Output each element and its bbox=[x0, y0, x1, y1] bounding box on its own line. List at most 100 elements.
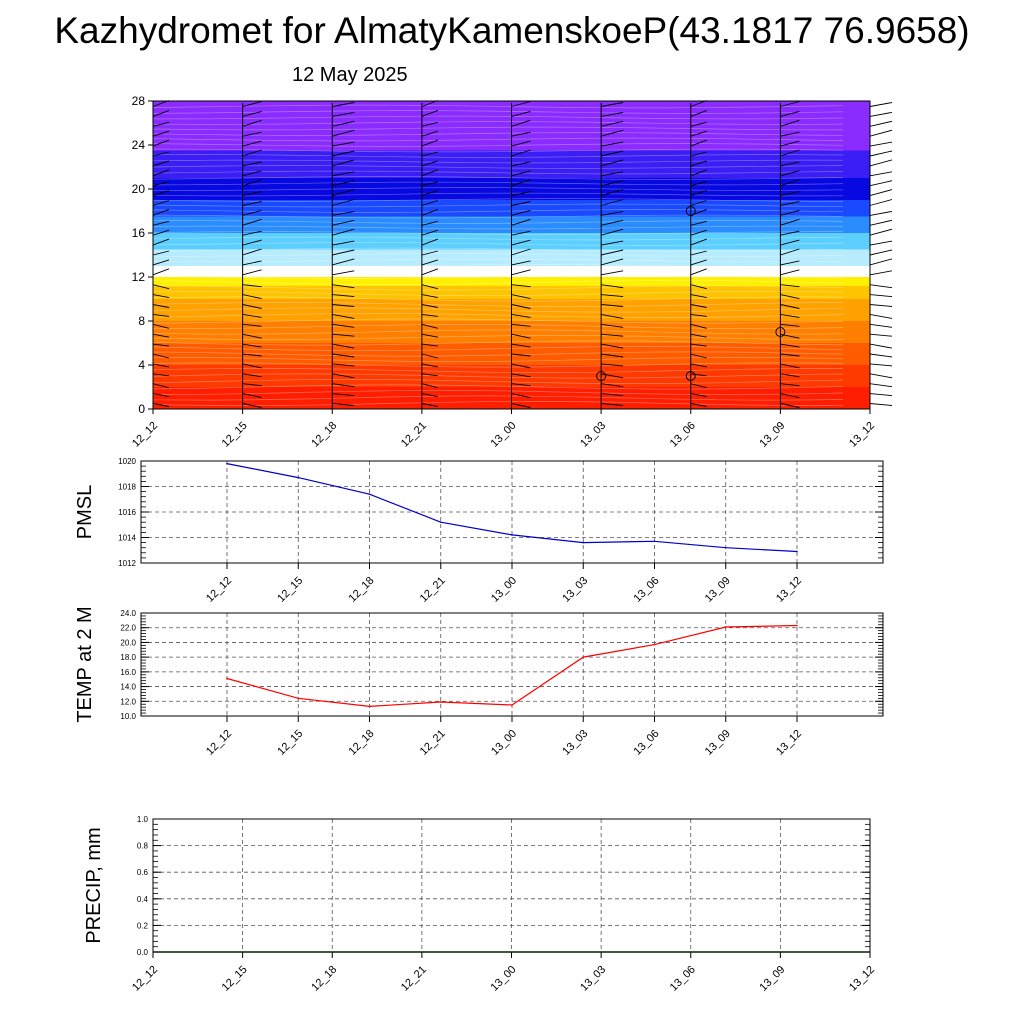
wind-barb bbox=[152, 403, 170, 407]
wind-barb bbox=[780, 239, 800, 246]
wind-barb bbox=[421, 403, 438, 407]
wind-barb bbox=[869, 219, 893, 226]
y-axis-title: PRECIP, mm bbox=[83, 827, 105, 943]
x-tick-label: 13_03 bbox=[560, 728, 590, 758]
wind-barb bbox=[332, 313, 355, 319]
wind-barb bbox=[601, 240, 624, 246]
wind-barb bbox=[780, 131, 800, 137]
wind-barb bbox=[421, 208, 439, 216]
wind-barb bbox=[690, 363, 707, 368]
y-tick-label: 20.0 bbox=[120, 638, 136, 647]
wind-barb bbox=[152, 121, 170, 127]
data-point bbox=[297, 697, 300, 700]
wind-barb bbox=[869, 210, 893, 216]
wind-barb bbox=[780, 284, 800, 288]
wind-barb bbox=[421, 259, 439, 266]
y-tick-label: 0.4 bbox=[137, 895, 149, 904]
wind-barb bbox=[152, 383, 170, 389]
x-tick-label: 12_21 bbox=[418, 575, 448, 605]
wind-barb bbox=[332, 129, 355, 137]
x-tick-label: 13_12 bbox=[774, 728, 804, 758]
wind-barb bbox=[242, 230, 262, 236]
data-point bbox=[724, 626, 727, 628]
wind-barb bbox=[152, 333, 170, 338]
wind-barb bbox=[690, 121, 707, 127]
wind-barb bbox=[601, 403, 624, 406]
x-tick-label: 13_06 bbox=[632, 575, 662, 605]
wind-barb bbox=[421, 250, 438, 256]
wind-barb bbox=[242, 101, 262, 107]
wind-barb bbox=[601, 393, 624, 397]
wind-barb bbox=[242, 313, 262, 318]
x-tick-label: 13_09 bbox=[703, 728, 733, 758]
y-tick-label: 0.6 bbox=[137, 868, 149, 877]
wind-barb bbox=[511, 248, 531, 256]
wind-barb bbox=[690, 304, 707, 308]
calm-marker bbox=[596, 371, 607, 381]
precip-panel: 0.0 0.2 0.4 0.6 0.8 1.0 12_12 12_15 12_18 12_21 13… bbox=[83, 815, 877, 994]
wind-barb bbox=[421, 284, 438, 290]
wind-barb bbox=[780, 403, 800, 408]
wind-barb bbox=[511, 383, 531, 387]
x-tick-label: 12_15 bbox=[220, 964, 250, 994]
wind-barb bbox=[690, 169, 707, 177]
y-tick-label: 16.0 bbox=[120, 668, 136, 677]
wind-barb bbox=[601, 343, 624, 349]
wind-barb bbox=[601, 189, 624, 197]
wind-barb bbox=[690, 268, 707, 276]
wind-barb bbox=[511, 373, 531, 378]
wind-barb bbox=[242, 149, 262, 157]
wind-barb bbox=[601, 304, 624, 307]
x-tick-label: 13_12 bbox=[847, 964, 877, 994]
wind-barb bbox=[152, 151, 170, 157]
wind-barb bbox=[332, 333, 355, 337]
wind-barb bbox=[869, 363, 893, 367]
wind-barb bbox=[421, 109, 439, 117]
wind-barb bbox=[869, 171, 893, 177]
wind-barb bbox=[601, 228, 624, 236]
wind-barb bbox=[511, 119, 531, 127]
wind-barb bbox=[780, 393, 800, 399]
data-point bbox=[368, 705, 371, 708]
wind-barb bbox=[152, 109, 170, 117]
wind-barb bbox=[421, 393, 438, 398]
y-tick-label: 1018 bbox=[118, 483, 136, 492]
data-point bbox=[796, 550, 798, 553]
wind-barb bbox=[152, 160, 170, 167]
y-tick-label: 24 bbox=[132, 138, 146, 152]
y-tick-label: 0.8 bbox=[137, 842, 149, 851]
wind-barb bbox=[869, 199, 893, 206]
y-tick-label: 14.0 bbox=[120, 683, 136, 692]
wind-barb bbox=[601, 141, 624, 147]
x-tick-label: 13_09 bbox=[703, 575, 733, 605]
wind-barb bbox=[242, 110, 262, 117]
wind-barb bbox=[152, 363, 170, 368]
wind-barb bbox=[780, 218, 800, 226]
x-tick-label: 13_06 bbox=[632, 728, 662, 758]
wind-barb bbox=[780, 323, 800, 327]
y-tick-label: 1016 bbox=[118, 508, 136, 517]
wind-barb bbox=[242, 403, 262, 408]
wind-barb bbox=[511, 179, 531, 187]
wind-barb bbox=[780, 383, 800, 387]
x-tick-label: 12_12 bbox=[130, 420, 160, 450]
wind-barb bbox=[780, 269, 800, 276]
wind-barb bbox=[601, 294, 624, 298]
wind-barb bbox=[869, 189, 893, 197]
pmsl-panel: 1012 1014 1016 1018 1020 12_12 12_15 12_18 12_21… bbox=[74, 457, 884, 605]
wind-barb bbox=[421, 343, 438, 347]
wind-barb bbox=[511, 230, 531, 236]
x-tick-label: 13_00 bbox=[489, 964, 519, 994]
wind-barb bbox=[869, 393, 893, 397]
wind-barb bbox=[511, 343, 531, 348]
wind-barb bbox=[511, 209, 531, 216]
wind-barb bbox=[601, 249, 624, 256]
x-tick-label: 12_18 bbox=[309, 964, 339, 994]
wind-barb bbox=[242, 269, 262, 276]
wind-barb bbox=[601, 171, 624, 177]
wind-barb bbox=[421, 160, 439, 167]
wind-barb bbox=[421, 294, 438, 299]
wind-barb bbox=[511, 218, 531, 226]
x-tick-label: 13_09 bbox=[757, 420, 787, 450]
y-tick-label: 16 bbox=[132, 226, 146, 240]
